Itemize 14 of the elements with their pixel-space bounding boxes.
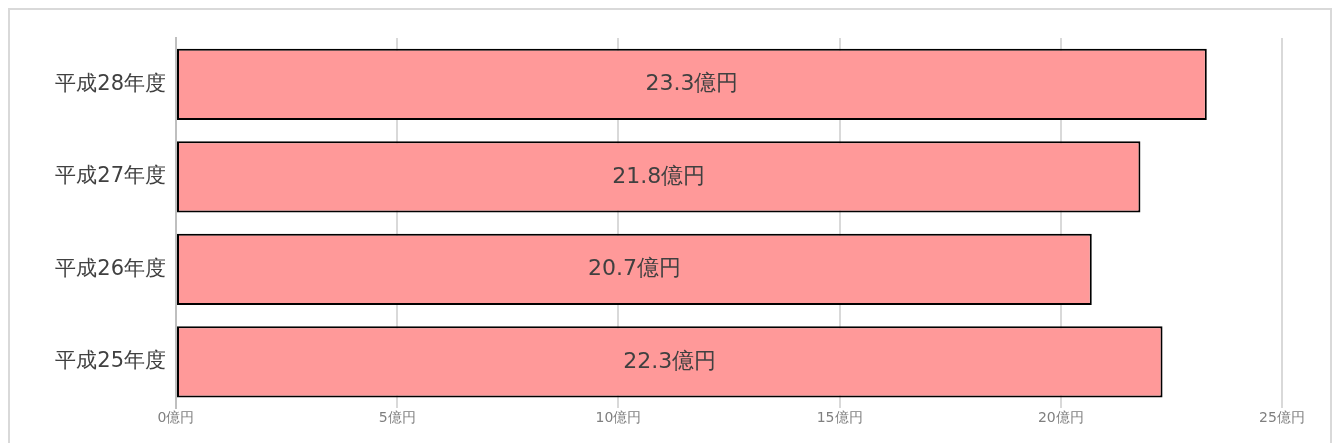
y-tick-label: 平成25年度: [55, 348, 166, 373]
x-tick-label: 15億円: [816, 409, 863, 426]
x-tick-label: 0億円: [157, 409, 195, 426]
data-label: 23.3億円: [645, 69, 739, 95]
data-label: 21.8億円: [612, 162, 706, 188]
x-tick-label: 20億円: [1037, 409, 1084, 426]
data-label: 20.7億円: [587, 255, 681, 281]
data-label: 22.3億円: [623, 347, 717, 373]
x-tick-label: 10億円: [595, 409, 642, 426]
y-tick-label: 平成27年度: [55, 163, 166, 188]
x-tick-label: 25億円: [1259, 409, 1305, 426]
x-tick-label: 5億円: [378, 409, 416, 426]
y-tick-label: 平成28年度: [55, 70, 166, 95]
y-tick-label: 平成26年度: [55, 255, 166, 280]
